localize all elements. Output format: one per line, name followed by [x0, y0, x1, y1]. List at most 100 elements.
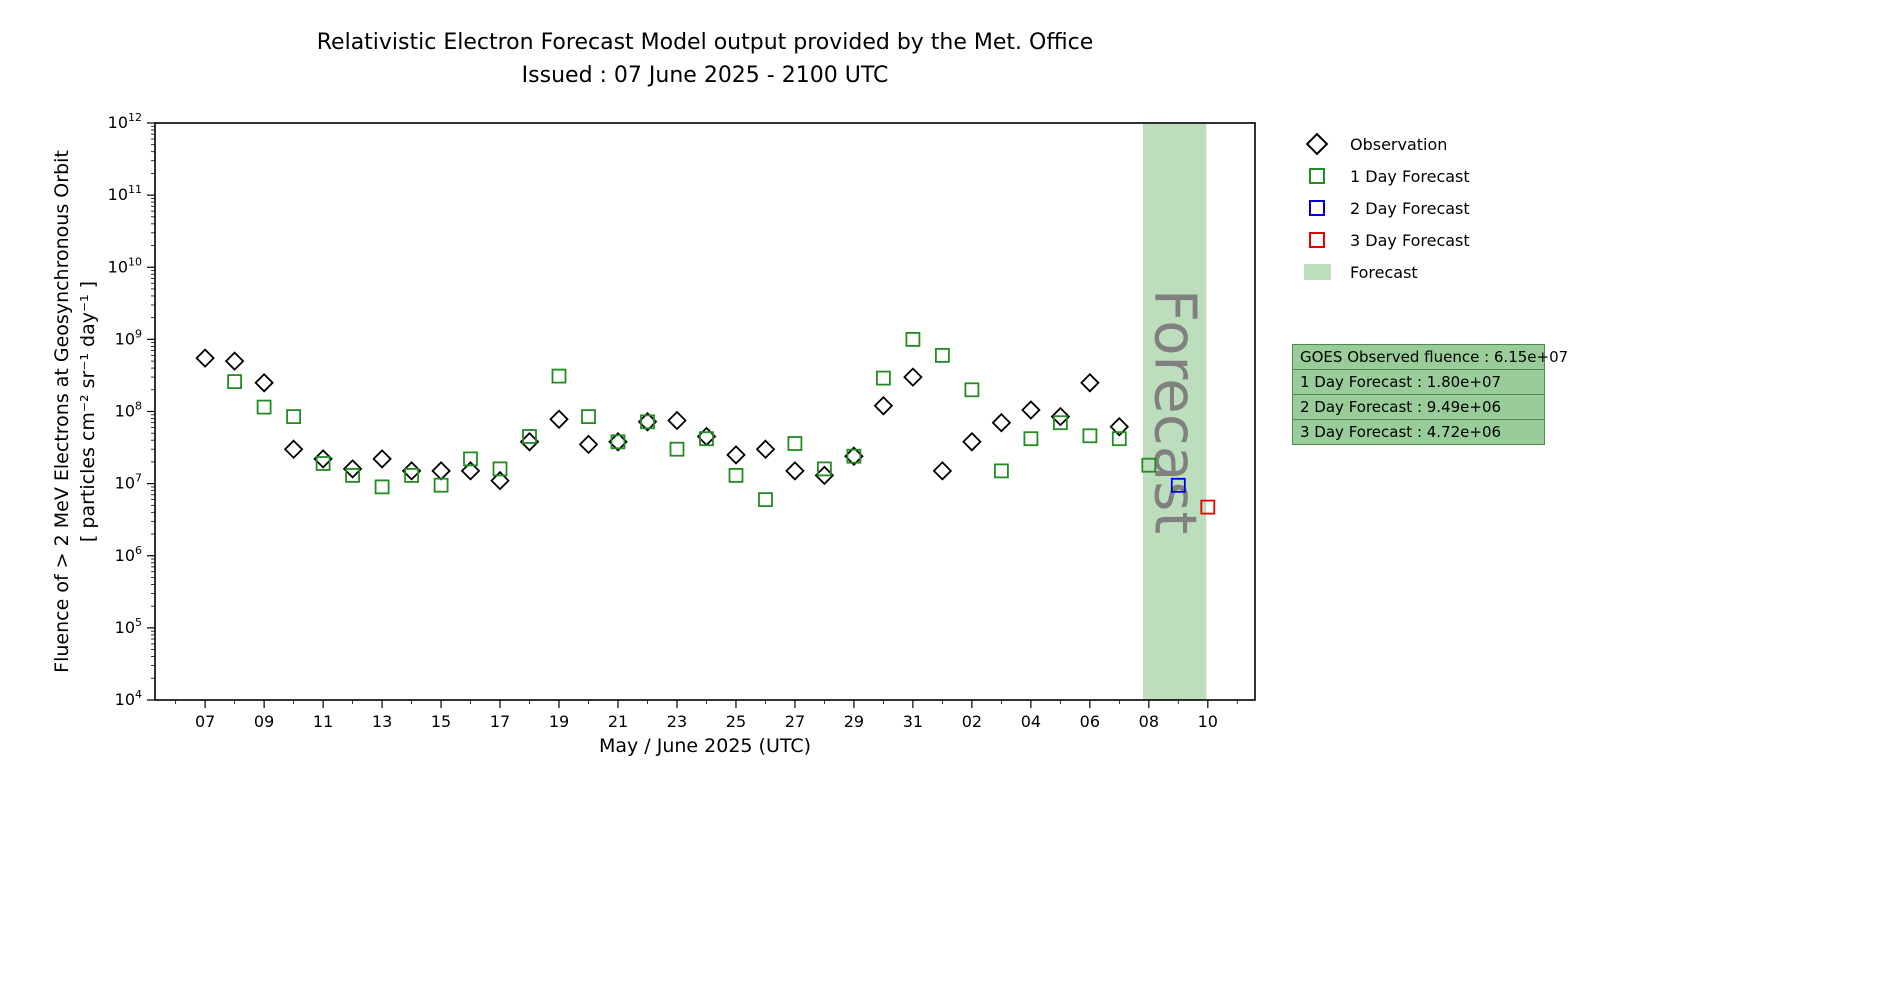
legend-label-2-day-forecast: 2 Day Forecast	[1350, 198, 1470, 218]
svg-text:10: 10	[1198, 712, 1218, 731]
one-day-forecast-line: 1 Day Forecast : 1.80e+07	[1292, 369, 1545, 395]
observation-point	[785, 461, 805, 481]
observation-point	[903, 367, 923, 387]
svg-text:29: 29	[844, 712, 864, 731]
plot-frame	[154, 122, 1256, 701]
1-day-forecast-point	[227, 374, 243, 390]
1-day-forecast-point	[492, 461, 508, 477]
observation-point	[991, 412, 1012, 433]
svg-text:13: 13	[372, 712, 392, 731]
svg-text:21: 21	[608, 712, 628, 731]
svg-text:107: 107	[115, 472, 142, 493]
observation-point	[1109, 416, 1130, 437]
1-day-forecast-point	[1141, 457, 1157, 473]
1-day-forecast-point	[610, 434, 626, 450]
1-day-forecast-point	[1082, 428, 1098, 444]
1-day-forecast-point	[994, 463, 1009, 479]
1-day-forecast-point	[286, 409, 302, 425]
svg-text:08: 08	[1139, 712, 1159, 731]
chart-title: Relativistic Electron Forecast Model out…	[316, 30, 1094, 55]
1-day-forecast-point	[374, 479, 390, 495]
observation-point	[1050, 406, 1071, 427]
observation-point	[254, 373, 274, 393]
axis-ticks	[147, 122, 1238, 708]
1-day-forecast-point	[404, 467, 420, 483]
goes-observed-fluence-line: GOES Observed fluence : 6.15e+07	[1292, 344, 1568, 370]
svg-text:106: 106	[115, 544, 142, 565]
observation-point	[224, 351, 245, 371]
observation-point	[726, 445, 746, 465]
legend-marker-box	[1300, 232, 1334, 248]
observation-point	[667, 410, 687, 431]
svg-text:02: 02	[962, 712, 982, 731]
series-1-day-forecast	[227, 331, 1157, 508]
1-day-forecast-point	[935, 347, 950, 363]
tick-labels: 104 105 106 107 108 109 1010 1011 1012 07 09 11 13 15…	[108, 111, 1218, 731]
observation-point	[460, 461, 481, 481]
1-day-forecast-point	[817, 461, 832, 477]
svg-text:1011: 1011	[108, 183, 142, 204]
svg-text:104: 104	[115, 688, 142, 709]
legend-marker-box	[1300, 264, 1334, 280]
svg-text:109: 109	[115, 327, 142, 348]
observation-point	[431, 461, 451, 481]
svg-text:06: 06	[1080, 712, 1100, 731]
two-day-forecast-line: 2 Day Forecast : 9.49e+06	[1292, 394, 1545, 420]
legend-label-3-day-forecast: 3 Day Forecast	[1350, 230, 1470, 250]
svg-text:07: 07	[195, 712, 215, 731]
svg-text:31: 31	[903, 712, 923, 731]
1-day-forecast-point	[905, 331, 921, 347]
1-day-forecast-point	[1023, 431, 1039, 447]
observation-point	[755, 439, 776, 459]
observation-point	[962, 432, 982, 452]
3-day-forecast-point	[1200, 499, 1216, 515]
1-day-forecast-point	[669, 441, 685, 457]
one-day-forecast-marker-icon	[1309, 168, 1325, 184]
legend-item-forecast-band: Forecast	[1300, 262, 1470, 282]
svg-text:105: 105	[115, 616, 142, 637]
three-day-forecast-marker-icon	[1309, 232, 1325, 248]
x-axis-label: May / June 2025 (UTC)	[599, 735, 811, 757]
observation-point	[549, 409, 569, 430]
1-day-forecast-point	[345, 467, 361, 483]
1-day-forecast-point	[728, 467, 744, 483]
forecast-band	[1142, 123, 1207, 700]
y-axis-label-line2: [ particles cm⁻² sr⁻¹ day⁻¹ ]	[77, 281, 99, 542]
three-day-forecast-line: 3 Day Forecast : 4.72e+06	[1292, 419, 1545, 445]
observation-point	[313, 449, 333, 469]
legend-label-1-day-forecast: 1 Day Forecast	[1350, 166, 1470, 186]
1-day-forecast-point	[581, 409, 596, 425]
observation-point	[1021, 400, 1041, 420]
svg-text:19: 19	[549, 712, 569, 731]
observation-point	[873, 396, 894, 416]
observation-marker-icon	[1305, 132, 1329, 156]
chart-legend: Observation 1 Day Forecast 2 Day Forecas…	[1300, 132, 1470, 282]
svg-text:1012: 1012	[108, 111, 142, 132]
1-day-forecast-point	[1053, 415, 1068, 431]
1-day-forecast-point	[964, 382, 980, 398]
chart-subtitle: Issued : 07 June 2025 - 2100 UTC	[521, 63, 889, 88]
svg-text:23: 23	[667, 712, 687, 731]
svg-text:108: 108	[115, 400, 142, 421]
observation-point	[283, 439, 304, 459]
observation-point	[932, 461, 953, 481]
observation-point	[195, 348, 215, 368]
observation-point	[342, 459, 363, 479]
legend-label-forecast-band: Forecast	[1350, 262, 1418, 282]
svg-text:17: 17	[490, 712, 510, 731]
2-day-forecast-point	[1170, 477, 1186, 493]
legend-item-observation: Observation	[1300, 132, 1470, 156]
1-day-forecast-point	[256, 399, 272, 415]
1-day-forecast-point	[758, 492, 773, 508]
forecast-band-label: Forecast	[1142, 289, 1210, 534]
observation-point	[578, 434, 599, 455]
svg-text:1010: 1010	[108, 255, 142, 276]
1-day-forecast-point	[315, 456, 331, 471]
1-day-forecast-point	[846, 448, 862, 464]
observation-point	[372, 449, 392, 469]
svg-text:04: 04	[1021, 712, 1041, 731]
forecast-band-swatch-icon	[1303, 264, 1331, 280]
forecast-values-box: GOES Observed fluence : 6.15e+07 1 Day F…	[1292, 344, 1568, 445]
legend-label-observation: Observation	[1350, 134, 1448, 154]
